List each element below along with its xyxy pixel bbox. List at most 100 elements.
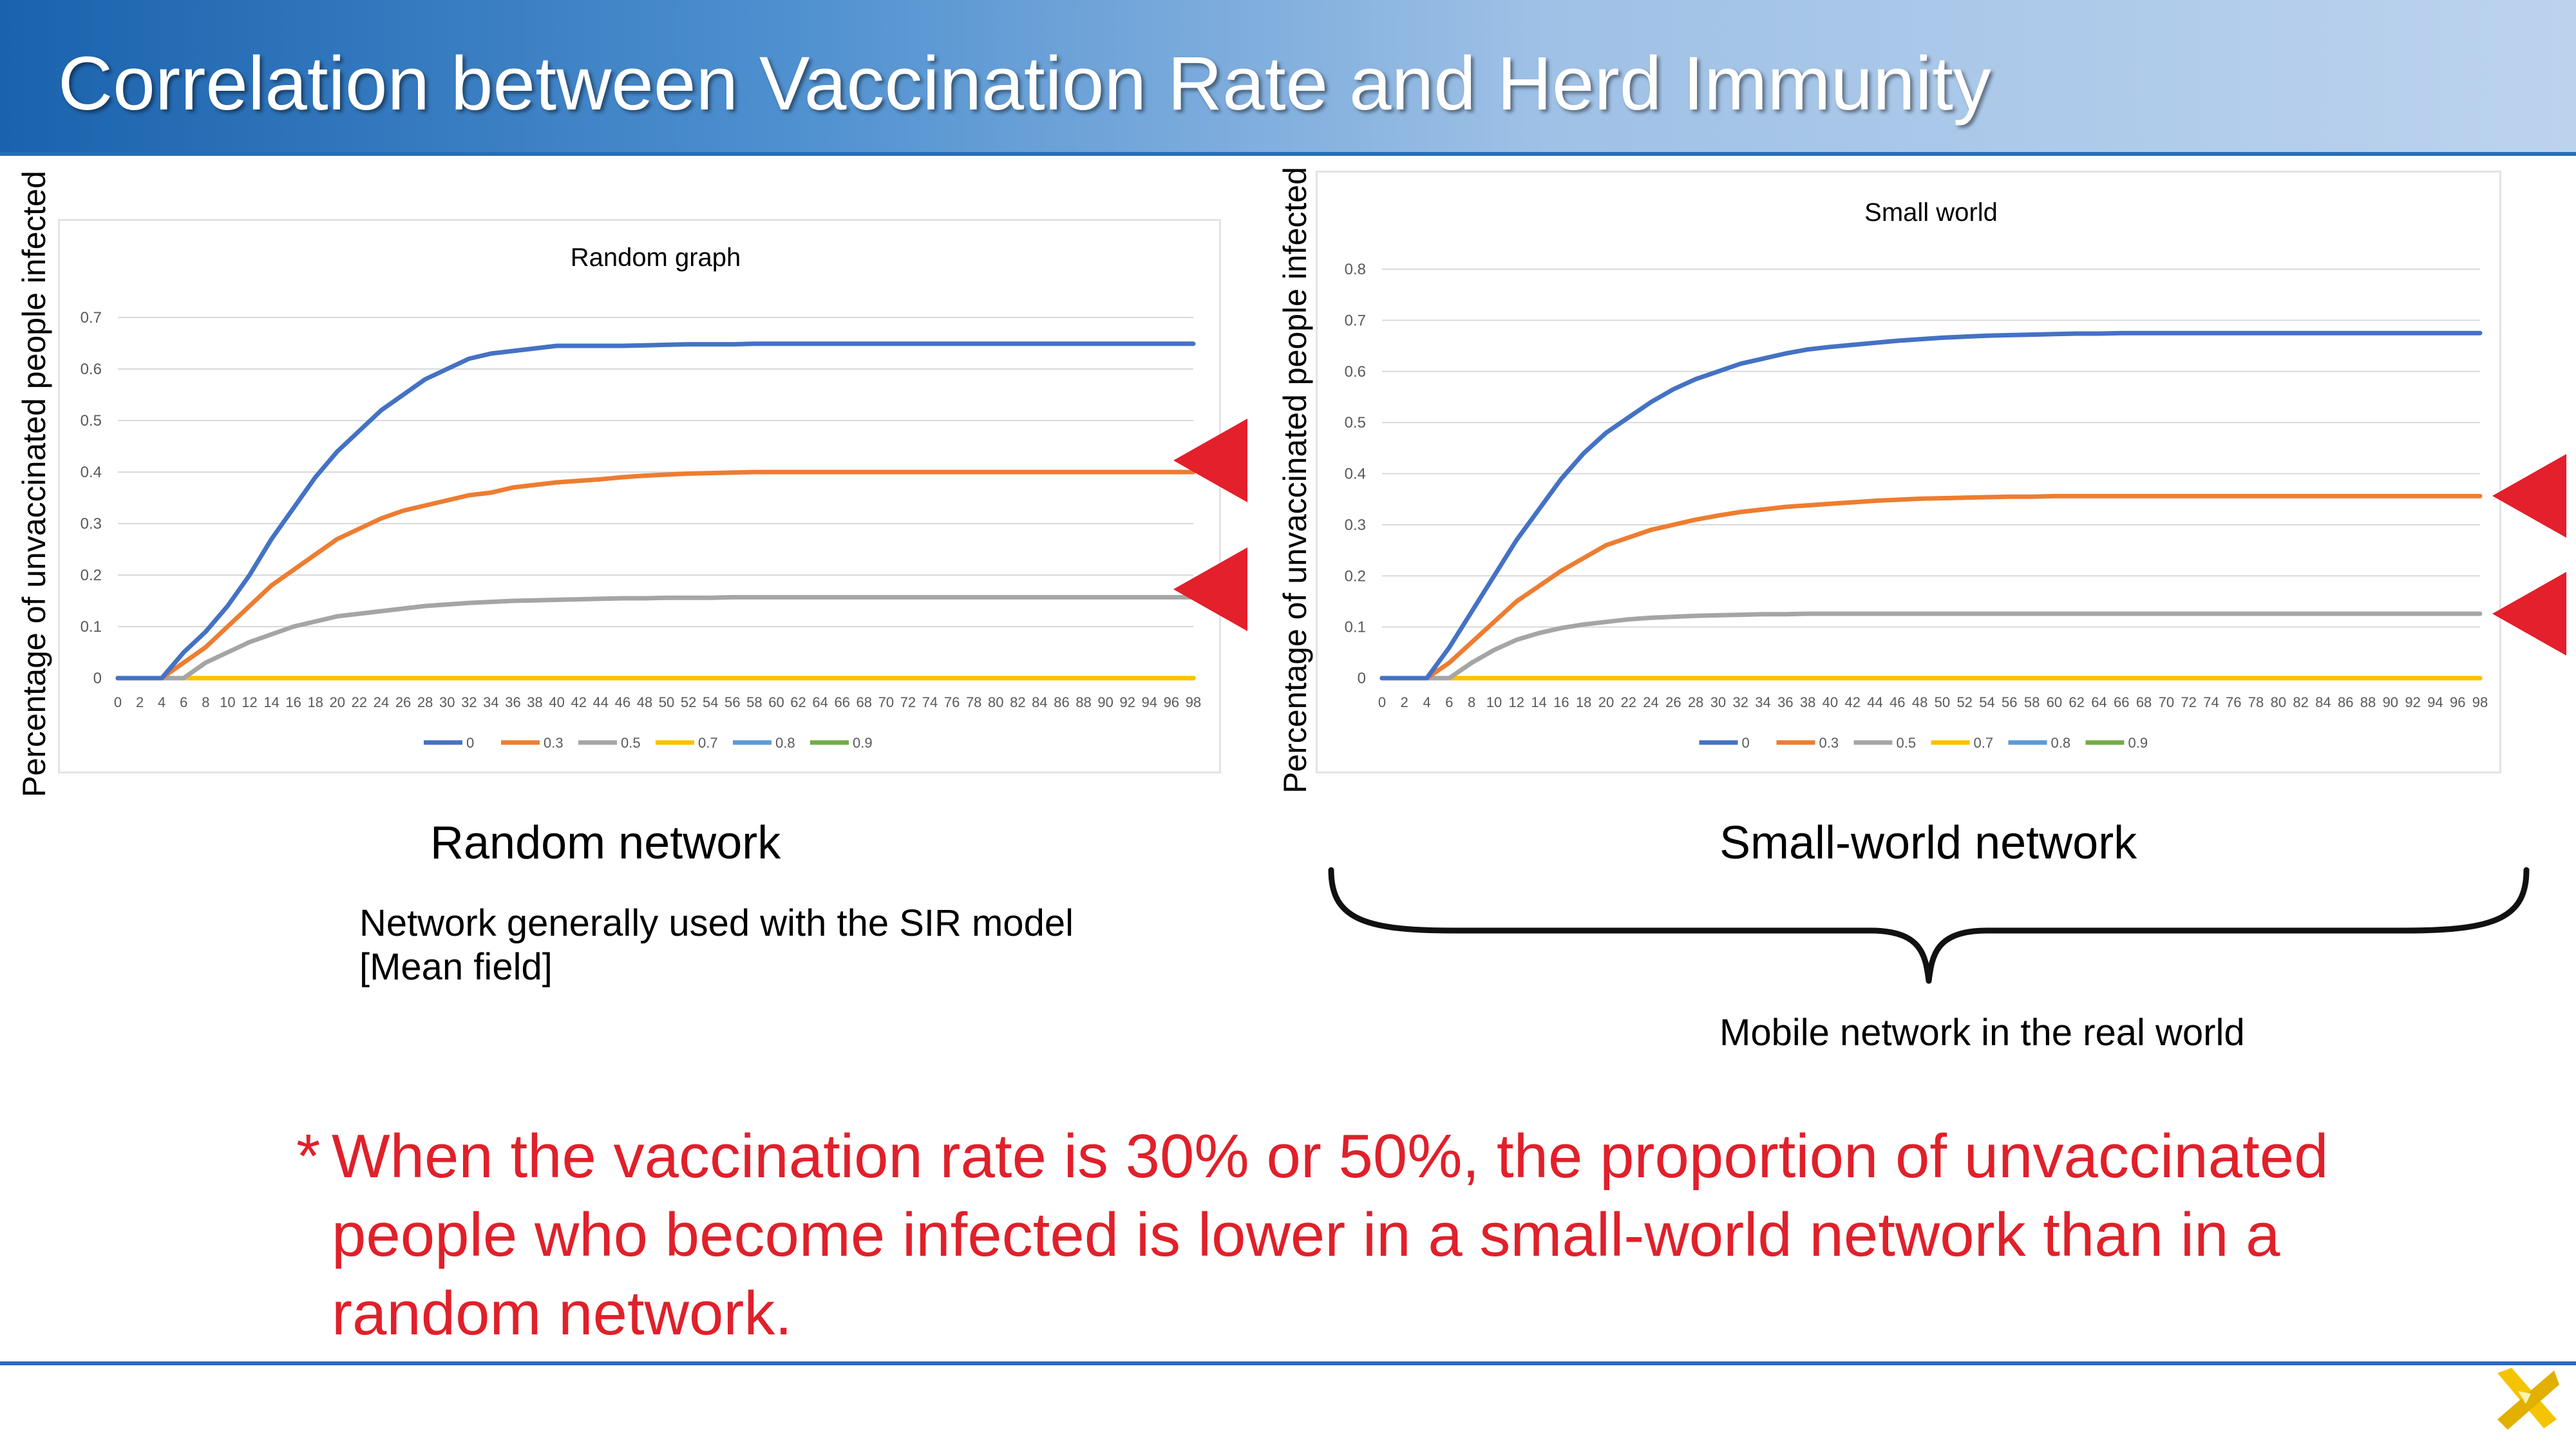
- x-tick-label: 2: [136, 694, 144, 710]
- x-tick-label: 94: [1142, 694, 1157, 710]
- x-tick-label: 86: [1054, 694, 1069, 710]
- random-network-description-line: [Mean field]: [359, 946, 553, 988]
- x-tick-label: 26: [1665, 694, 1681, 710]
- y-tick-label: 0: [93, 670, 102, 687]
- x-tick-label: 50: [1935, 694, 1950, 710]
- brace-icon-path: [1328, 867, 2530, 984]
- x-tick-label: 98: [1186, 694, 1201, 710]
- red-triangle-marker-shape: [1173, 419, 1247, 502]
- x-tick-label: 10: [220, 694, 235, 710]
- x-tick-label: 8: [1468, 694, 1475, 710]
- y-tick-label: 0: [1358, 670, 1366, 687]
- x-tick-label: 22: [1621, 694, 1636, 710]
- red-triangle-marker-icon: [2492, 454, 2566, 538]
- small-world-chart: Small world 0 0.1 0.2 0.3 0.4 0.5 0.6 0.7 0.8 0 2 4 6…: [1316, 171, 2501, 773]
- x-tick-label: 42: [571, 694, 586, 710]
- x-tick-label: 66: [834, 694, 849, 710]
- red-triangle-marker-icon: [1173, 547, 1247, 631]
- legend-label: 0.9: [853, 735, 873, 751]
- x-tick-label: 8: [202, 694, 209, 710]
- x-tick-label: 76: [944, 694, 960, 710]
- x-tick-label: 76: [2226, 694, 2241, 710]
- y-tick-label: 0.3: [1345, 516, 1366, 534]
- legend-label: 0.8: [2051, 735, 2071, 751]
- x-tick-label: 0: [1378, 694, 1386, 710]
- series-line: [1379, 611, 2483, 681]
- red-triangle-marker-icon: [2492, 572, 2566, 656]
- x-tick-label: 48: [1912, 694, 1927, 710]
- y-tick-label: 0.6: [1345, 363, 1366, 381]
- slide-title: Correlation between Vaccination Rate and…: [58, 41, 1991, 126]
- x-tick-label: 16: [285, 694, 301, 710]
- legend-label: 0.5: [1897, 735, 1917, 751]
- cross-logo-icon: [2497, 1368, 2559, 1430]
- x-tick-label: 92: [2405, 694, 2420, 710]
- x-tick-label: 40: [549, 694, 564, 710]
- x-tick-label: 92: [1120, 694, 1135, 710]
- y-tick-label: 0.4: [1345, 466, 1366, 483]
- x-tick-label: 60: [2047, 694, 2062, 710]
- x-tick-label: 90: [2383, 694, 2398, 710]
- x-tick-label: 0: [114, 694, 122, 710]
- x-tick-label: 58: [2024, 694, 2040, 710]
- x-tick-label: 46: [615, 694, 630, 710]
- y-tick-label: 0.8: [1345, 261, 1366, 278]
- x-tick-label: 4: [158, 694, 166, 710]
- y-tick-label: 0.2: [1345, 567, 1366, 585]
- x-tick-label: 48: [637, 694, 652, 710]
- y-tick-label: 0.4: [80, 464, 102, 481]
- series-line: [115, 469, 1196, 681]
- x-tick-label: 24: [374, 694, 389, 710]
- x-tick-label: 70: [2159, 694, 2174, 710]
- x-tick-label: 88: [2360, 694, 2376, 710]
- x-tick-label: 2: [1401, 694, 1408, 710]
- x-tick-label: 36: [1777, 694, 1793, 710]
- x-tick-label: 98: [2472, 694, 2488, 710]
- x-tick-label: 44: [593, 694, 609, 710]
- x-tick-label: 54: [703, 694, 718, 710]
- x-tick-label: 56: [724, 694, 740, 710]
- x-tick-label: 72: [900, 694, 916, 710]
- legend-label: 0.9: [2128, 735, 2148, 751]
- x-tick-label: 36: [505, 694, 520, 710]
- x-tick-label: 16: [1553, 694, 1569, 710]
- footer-divider: [0, 1361, 2576, 1365]
- x-tick-label: 64: [2091, 694, 2107, 710]
- cross-logo-shape: [2497, 1368, 2559, 1430]
- y-tick-label: 0.7: [80, 309, 102, 327]
- x-tick-label: 68: [2136, 694, 2152, 710]
- x-tick-label: 22: [352, 694, 367, 710]
- x-tick-label: 12: [242, 694, 257, 710]
- title-bar: [0, 0, 2576, 155]
- x-tick-label: 38: [1800, 694, 1815, 710]
- random-network-caption: Random network: [430, 817, 781, 869]
- random-graph-chart: Random graph 0 0.1 0.2 0.3 0.4 0.5 0.6 0.7 0 2 4 6 8 1…: [58, 219, 1221, 773]
- x-tick-label: 14: [1531, 694, 1546, 710]
- legend-label: 0: [466, 735, 474, 751]
- legend-label: 0.7: [698, 735, 718, 751]
- series-line: [115, 594, 1196, 681]
- red-triangle-marker-icon: [1173, 419, 1247, 502]
- x-tick-label: 30: [439, 694, 455, 710]
- legend-label: 0.7: [1974, 735, 1994, 751]
- x-tick-label: 34: [483, 694, 498, 710]
- x-tick-label: 62: [790, 694, 806, 710]
- x-tick-label: 72: [2181, 694, 2196, 710]
- x-tick-label: 70: [878, 694, 894, 710]
- y-tick-label: 0.1: [1345, 619, 1366, 636]
- x-tick-label: 14: [263, 694, 279, 710]
- x-tick-label: 32: [461, 694, 477, 710]
- x-tick-label: 42: [1844, 694, 1860, 710]
- random-network-description-line: Network generally used with the SIR mode…: [359, 902, 1074, 944]
- left-y-axis-label: Percentage of unvaccinated people infect…: [16, 171, 52, 797]
- x-tick-label: 34: [1755, 694, 1770, 710]
- y-tick-label: 0.5: [80, 412, 102, 430]
- x-tick-label: 28: [417, 694, 433, 710]
- x-tick-label: 44: [1867, 694, 1882, 710]
- x-tick-label: 4: [1423, 694, 1430, 710]
- mobile-network-description: Mobile network in the real world: [1719, 1012, 2245, 1054]
- x-tick-label: 84: [1032, 694, 1047, 710]
- legend-label: 0: [1742, 735, 1750, 751]
- legend-label: 0.5: [621, 735, 641, 751]
- x-tick-label: 18: [1576, 694, 1591, 710]
